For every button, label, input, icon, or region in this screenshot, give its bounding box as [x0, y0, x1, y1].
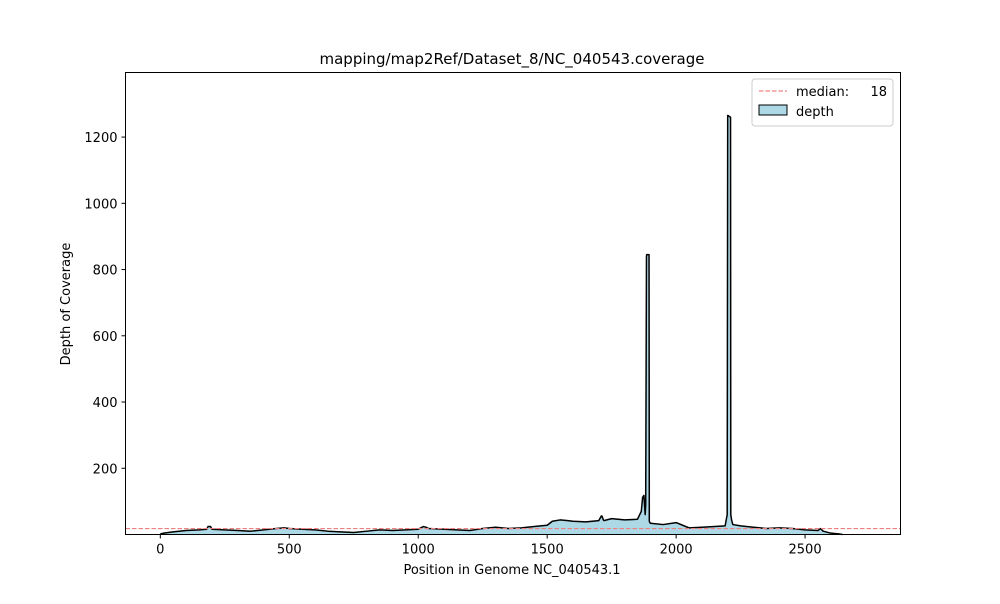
y-tick-label: 1000 [84, 197, 117, 212]
plot-area [125, 114, 901, 536]
legend: median: 18 depth [751, 78, 894, 127]
x-tick-label: 2500 [789, 543, 822, 558]
legend-depth-swatch [758, 104, 788, 116]
x-tick-label: 1500 [531, 543, 564, 558]
x-tick-label: 0 [156, 543, 164, 558]
x-tick-label: 2000 [660, 543, 693, 558]
y-tick-label: 400 [93, 396, 118, 411]
y-tick-label: 200 [93, 462, 118, 477]
plot-frame [125, 72, 901, 535]
y-tick-label: 600 [93, 330, 118, 345]
y-tick-label: 1200 [84, 131, 117, 146]
y-axis-ticks: 200 400 600 800 1000 1200 [84, 131, 126, 477]
legend-median-value: 18 [870, 85, 887, 100]
x-axis-ticks: 0 500 1000 1500 2000 2500 [156, 534, 822, 558]
x-axis-label: Position in Genome NC_040543.1 [403, 563, 620, 578]
chart-title: mapping/map2Ref/Dataset_8/NC_040543.cove… [320, 50, 705, 69]
y-tick-label: 800 [93, 264, 118, 279]
y-axis-label: Depth of Coverage [59, 243, 74, 366]
legend-median-label: median: [796, 85, 849, 100]
x-tick-label: 1000 [402, 543, 435, 558]
x-tick-label: 500 [277, 543, 302, 558]
legend-depth-label: depth [796, 105, 834, 120]
